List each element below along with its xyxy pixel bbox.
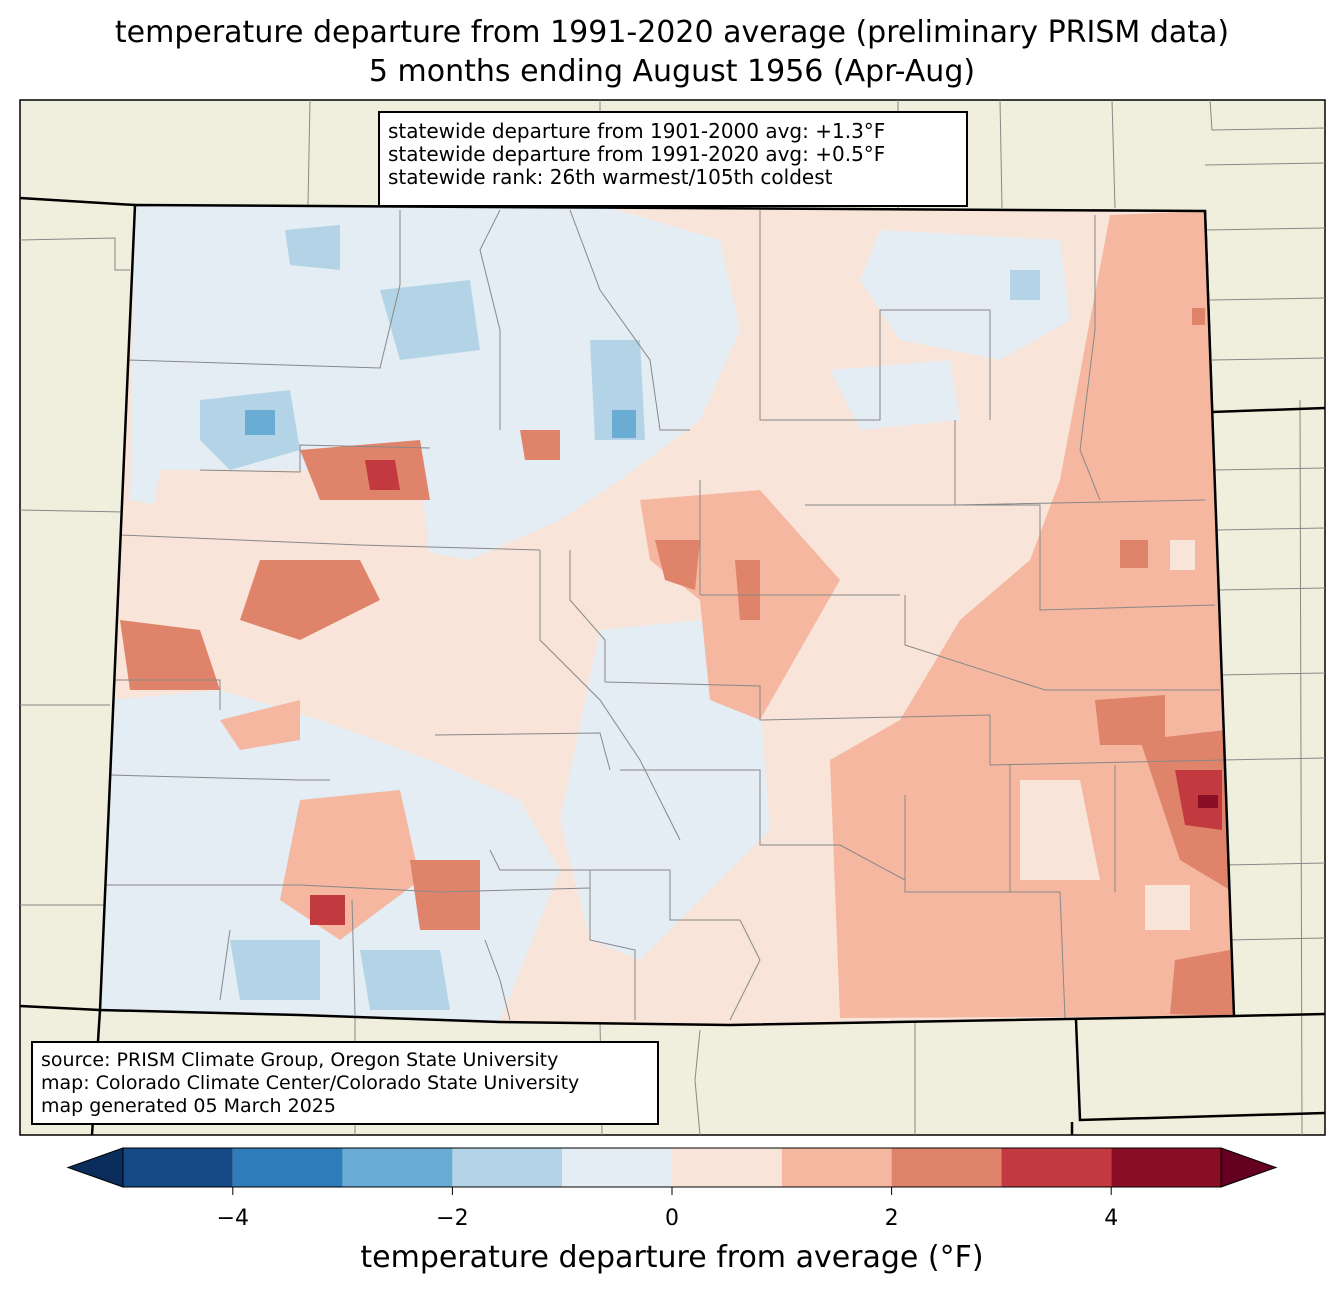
statewide-stats-box: statewide departure from 1901-2000 avg: … <box>378 111 968 207</box>
colorbar-over-arrow <box>1220 1147 1278 1188</box>
map-title-line1: temperature departure from 1991-2020 ave… <box>114 15 1230 50</box>
colorbar-tick-label: −2 <box>436 1206 469 1231</box>
credits-generated: map generated 05 March 2025 <box>41 1095 336 1117</box>
colorbar-bin <box>672 1148 782 1187</box>
colorbar-tick-label: 4 <box>1104 1206 1119 1231</box>
colorbar-label: temperature departure from average (°F) <box>360 1240 984 1275</box>
stats-departure-1901-2000: statewide departure from 1901-2000 avg: … <box>388 119 886 143</box>
credits-map: map: Colorado Climate Center/Colorado St… <box>41 1072 580 1094</box>
colorbar-under-arrow <box>66 1147 124 1188</box>
colorado-county-lines <box>105 209 1226 1021</box>
colorbar-bin <box>123 1148 233 1187</box>
colorbar-tick-label: −4 <box>216 1206 250 1231</box>
colorbar-tick-label: 2 <box>884 1206 899 1231</box>
map-title-line2: 5 months ending August 1956 (Apr-Aug) <box>368 54 976 89</box>
neighbor-county-lines <box>20 100 1325 1135</box>
colorbar-bin <box>1001 1148 1112 1187</box>
colorbar-tick-label: 0 <box>665 1206 679 1231</box>
colorbar-bin <box>562 1148 672 1187</box>
colorbar <box>66 1147 1278 1195</box>
stats-departure-1991-2020: statewide departure from 1991-2020 avg: … <box>388 142 886 166</box>
stats-rank: statewide rank: 26th warmest/105th colde… <box>388 165 833 189</box>
colorbar-bin <box>1111 1148 1221 1187</box>
credits-box: source: PRISM Climate Group, Oregon Stat… <box>31 1041 659 1125</box>
credits-source: source: PRISM Climate Group, Oregon Stat… <box>41 1049 559 1071</box>
colorbar-bin <box>891 1148 1002 1187</box>
temperature-departure-field <box>100 205 1234 1025</box>
colorbar-bin <box>342 1148 453 1187</box>
colorbar-bin <box>781 1148 892 1187</box>
colorbar-bin <box>452 1148 563 1187</box>
colorbar-bin <box>232 1148 343 1187</box>
colorado-state-border <box>98 203 1236 1027</box>
